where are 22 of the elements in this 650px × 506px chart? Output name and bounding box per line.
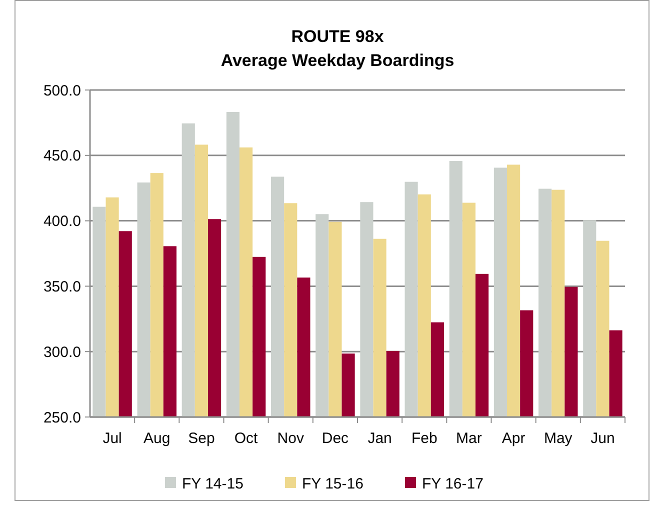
x-tick-label: Dec xyxy=(322,430,350,447)
x-tick-label: Apr xyxy=(502,430,526,447)
x-tick-label: Mar xyxy=(456,430,482,447)
y-tick-label: 400.0 xyxy=(43,213,81,230)
legend-label: FY 15-16 xyxy=(302,475,364,492)
x-tick-label: Sep xyxy=(188,430,215,447)
x-tick-label: Aug xyxy=(144,430,170,447)
y-tick-label: 350.0 xyxy=(43,278,81,296)
legend-label: FY 16-17 xyxy=(422,475,484,492)
y-tick-label: 250.0 xyxy=(43,409,81,426)
x-tick-label: May xyxy=(544,430,573,447)
x-tick-label: Oct xyxy=(234,430,259,447)
x-tick-label: Jul xyxy=(102,430,122,447)
legend-label: FY 14-15 xyxy=(182,475,244,492)
x-tick-label: Nov xyxy=(277,430,304,447)
x-tick-label: Jun xyxy=(590,430,615,447)
y-tick-label: 450.0 xyxy=(43,148,81,165)
chart-title: ROUTE 98x Average Weekday Boardings xyxy=(220,27,454,70)
x-tick-label: Jan xyxy=(368,430,392,447)
y-tick-label: 300.0 xyxy=(43,344,81,361)
x-tick-label: Feb xyxy=(411,430,438,447)
y-tick-label: 500.0 xyxy=(43,82,81,100)
